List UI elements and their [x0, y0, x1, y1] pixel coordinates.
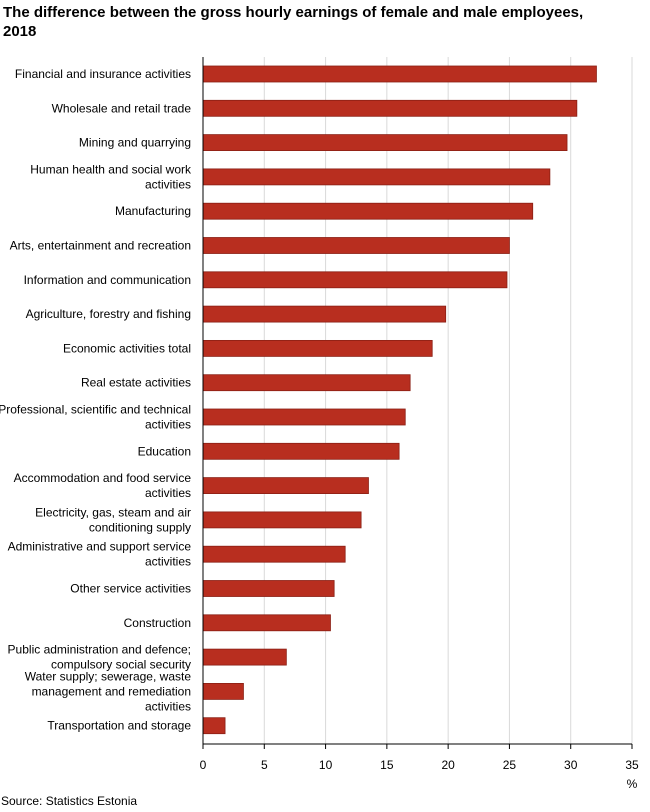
- x-tick-label: 10: [319, 758, 333, 772]
- category-label-line: activities: [145, 555, 191, 569]
- x-tick-label: 35: [625, 758, 639, 772]
- source-note: Source: Statistics Estonia: [1, 794, 138, 808]
- x-tick-label: 0: [200, 758, 207, 772]
- x-tick-label: 25: [503, 758, 517, 772]
- category-label: Arts, entertainment and recreation: [10, 239, 191, 253]
- category-label-line: compulsory social security: [51, 658, 191, 672]
- bar: [202, 511, 362, 529]
- category-label-line: Professional, scientific and technical: [0, 403, 191, 417]
- category-label: Administrative and support service activi…: [8, 540, 192, 569]
- chart-title: The difference between the gross hourly …: [3, 4, 584, 40]
- x-unit-label: %: [627, 777, 638, 791]
- category-label-line: conditioning supply: [89, 520, 191, 534]
- category-label-line: activities: [145, 699, 191, 713]
- bar: [202, 648, 287, 666]
- category-label: Financial and insurance activities: [15, 67, 191, 81]
- category-label: Education: [138, 444, 191, 458]
- category-label-line: Education: [138, 444, 191, 458]
- bar: [202, 168, 551, 186]
- bar: [202, 717, 226, 735]
- bar: [202, 442, 400, 460]
- category-label-line: Real estate activities: [81, 376, 191, 390]
- category-label: Wholesale and retail trade: [52, 101, 192, 115]
- bar: [202, 374, 411, 392]
- category-label-line: Accommodation and food service: [14, 471, 192, 485]
- category-label-line: activities: [145, 486, 191, 500]
- category-label: Accommodation and food service activities: [14, 471, 192, 500]
- category-label: Economic activities total: [63, 341, 191, 355]
- bars: [202, 65, 597, 735]
- category-label-line: Manufacturing: [115, 204, 191, 218]
- category-label: Real estate activities: [81, 376, 191, 390]
- category-label-line: Economic activities total: [63, 341, 191, 355]
- category-label-line: Financial and insurance activities: [15, 67, 191, 81]
- category-label: Mining and quarrying: [79, 136, 191, 150]
- category-label: Other service activities: [70, 582, 191, 596]
- category-label: Transportation and storage: [47, 719, 191, 733]
- category-label: Public administration and defence; compul…: [8, 643, 191, 672]
- bar: [202, 202, 534, 220]
- bar: [202, 339, 433, 357]
- category-label-line: Electricity, gas, steam and air: [35, 505, 191, 519]
- bar: [202, 545, 346, 563]
- category-label-line: Wholesale and retail trade: [52, 101, 192, 115]
- category-label-line: management and remediation: [32, 684, 191, 698]
- category-label: Electricity, gas, steam and air condition…: [35, 505, 191, 534]
- category-label: Professional, scientific and technical ac…: [0, 403, 191, 432]
- category-label: Manufacturing: [115, 204, 191, 218]
- bar: [202, 134, 568, 152]
- category-label: Construction: [124, 616, 191, 630]
- x-tick-label: 5: [261, 758, 268, 772]
- bar: [202, 477, 369, 495]
- category-label-line: Construction: [124, 616, 191, 630]
- category-label-line: Public administration and defence;: [8, 643, 191, 657]
- bar: [202, 614, 331, 632]
- category-label-line: Transportation and storage: [47, 719, 191, 733]
- category-label-line: Water supply; sewerage, waste: [25, 669, 192, 683]
- category-label-line: Human health and social work: [30, 162, 192, 176]
- bar: [202, 305, 447, 323]
- gridlines: [202, 57, 633, 744]
- bar: [202, 99, 578, 117]
- bar: [202, 65, 597, 83]
- category-label-line: activities: [145, 177, 191, 191]
- category-label-line: activities: [145, 418, 191, 432]
- category-label-line: Agriculture, forestry and fishing: [26, 307, 191, 321]
- x-tick-label: 30: [564, 758, 578, 772]
- bar: [202, 271, 508, 289]
- category-label: Human health and social work activities: [30, 162, 192, 191]
- bar: [202, 237, 510, 254]
- category-labels: Financial and insurance activities Wholes…: [0, 67, 192, 733]
- x-tick-label: 15: [380, 758, 394, 772]
- category-label: Agriculture, forestry and fishing: [26, 307, 191, 321]
- x-axis: 0 5 10 15 20 25 30 35%: [200, 57, 639, 791]
- bar: [202, 580, 335, 597]
- category-label-line: Administrative and support service: [8, 540, 192, 554]
- category-label-line: Other service activities: [70, 582, 191, 596]
- bar: [202, 683, 244, 700]
- category-label: Water supply; sewerage, waste management …: [25, 669, 192, 713]
- bar: [202, 408, 406, 426]
- category-label-line: Arts, entertainment and recreation: [10, 239, 191, 253]
- category-label-line: Mining and quarrying: [79, 136, 191, 150]
- x-tick-label: 20: [441, 758, 455, 772]
- category-label: Information and communication: [24, 273, 191, 287]
- category-label-line: Information and communication: [24, 273, 191, 287]
